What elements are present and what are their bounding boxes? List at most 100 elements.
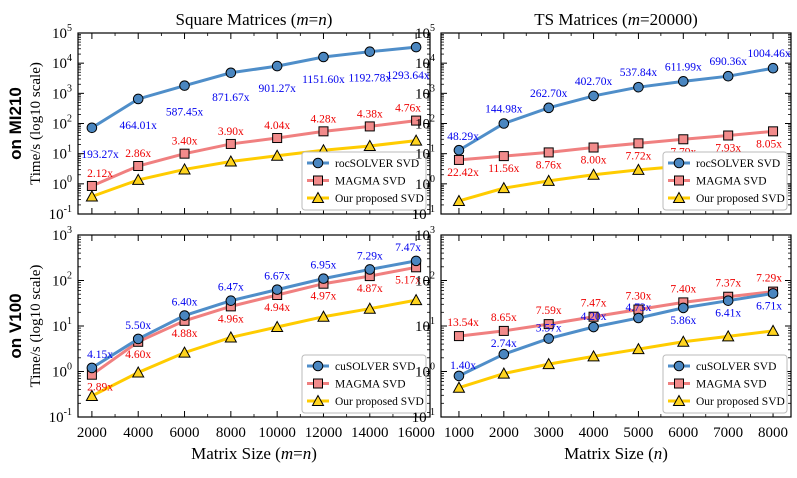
speedup-label: 5.50x: [125, 320, 151, 332]
speedup-label: 8.65x: [491, 312, 517, 324]
data-point: [497, 181, 511, 194]
legend-marker: [313, 175, 323, 186]
data-point: [179, 80, 190, 91]
legend-label: MAGMA SVD: [696, 176, 767, 188]
y-tick-exponent: 3: [430, 83, 435, 94]
y-tick-label: 102: [415, 114, 435, 133]
data-point: [676, 335, 690, 347]
x-tick-label: 6000: [170, 425, 200, 441]
y-tick-exponent: 4: [67, 53, 72, 64]
series-line: [458, 291, 774, 378]
speedup-label: 7.29x: [357, 250, 383, 262]
title-var: n: [654, 444, 663, 463]
y-tick-label: 102: [415, 271, 435, 290]
legend-label: rocSOLVER SVD: [335, 158, 419, 170]
speedup-label: 6.67x: [264, 271, 290, 283]
legend-marker: [312, 360, 324, 372]
series-line: [91, 265, 417, 376]
speedup-label: 4.97x: [311, 291, 337, 303]
x-tick-label: 5000: [623, 425, 653, 441]
series-line: [91, 298, 417, 398]
speedup-label: 4.76x: [395, 103, 421, 115]
data-point: [633, 312, 644, 324]
data-point: [86, 180, 97, 191]
title-text: Square Matrices (: [176, 10, 297, 29]
y-tick-label: 102: [52, 271, 72, 290]
data-point: [133, 161, 144, 172]
speedup-label: 4.87x: [357, 283, 383, 295]
speedup-label: 611.99x: [665, 61, 702, 73]
speedup-label: 402.70x: [575, 76, 613, 88]
data-point: [410, 41, 422, 53]
data-point: [588, 142, 599, 153]
data-point: [498, 348, 510, 360]
series-line: [458, 290, 774, 338]
y-tick-exponent: 0: [430, 174, 435, 185]
legend-box: [301, 151, 427, 211]
y-tick-exponent: 5: [67, 23, 72, 34]
speedup-label: 1004.46x: [747, 48, 790, 60]
legend-marker: [672, 394, 686, 406]
y-tick-label: 10-1: [412, 407, 435, 426]
series-line: [458, 329, 774, 390]
data-point: [453, 370, 465, 382]
legend: cuSOLVER SVD MAGMA SVD Our proposed SVD: [662, 354, 788, 414]
speedup-label: 48.29x: [447, 131, 479, 143]
y-tick-exponent: 2: [67, 114, 72, 125]
speedup-label: 8.76x: [536, 159, 562, 171]
title-text: TS Matrices (: [534, 10, 628, 29]
speedup-label: 1192.78x: [348, 73, 391, 85]
speedup-label: 6.41x: [715, 308, 741, 320]
data-point: [179, 148, 190, 159]
x-tick-label: 2000: [77, 425, 107, 441]
y-axis-title: Time/s (log10 scale): [28, 62, 44, 185]
row-title: on V100: [6, 293, 25, 358]
speedup-label: 4.96x: [218, 313, 244, 325]
data-point: [271, 284, 283, 295]
data-point: [588, 90, 599, 102]
title-text: ): [662, 444, 668, 463]
data-point: [723, 130, 734, 141]
speedup-label: 8.05x: [756, 138, 782, 150]
row-titles: on MI210 on V100: [6, 87, 25, 358]
y-tick-label: 103: [52, 83, 72, 102]
data-point: [131, 365, 145, 378]
y-tick-label: 101: [415, 144, 435, 163]
y-tick-exponent: 3: [67, 225, 72, 236]
speedup-label: 1151.60x: [302, 74, 345, 86]
data-point: [543, 333, 554, 344]
data-point: [225, 138, 236, 149]
data-point: [497, 367, 511, 379]
data-point: [766, 324, 780, 336]
data-point: [767, 288, 779, 299]
data-point: [131, 173, 145, 185]
y-tick-label: 100: [52, 174, 72, 193]
data-point: [363, 139, 377, 151]
data-point: [178, 346, 191, 358]
y-axis-labels: Time/s (log10 scale) Time/s (log10 scale): [28, 62, 44, 387]
series-line: [91, 119, 417, 188]
legend-label: MAGMA SVD: [335, 379, 406, 391]
speedup-label: 2.12x: [87, 168, 113, 180]
y-tick-exponent: 1: [67, 316, 72, 327]
speedup-label: 4.60x: [125, 349, 151, 361]
y-tick-exponent: -1: [427, 407, 435, 418]
chart-panels: 10-1100101102103104105193.27x464.01x587.…: [49, 23, 792, 441]
series-line: [91, 139, 417, 198]
data-point: [224, 154, 238, 167]
x-tick-label: 2000: [489, 425, 519, 441]
data-point: [632, 163, 645, 175]
data-point: [543, 319, 554, 330]
x-tick-label: 7000: [713, 425, 743, 441]
title-text: ): [311, 444, 317, 463]
column-title: Square Matrices (m=n): [176, 10, 333, 29]
x-tick-label: 8000: [216, 425, 246, 441]
legend-box: [662, 151, 788, 211]
legend: cuSOLVER SVD MAGMA SVD Our proposed SVD: [301, 354, 427, 414]
x-axis-title: Matrix Size (n): [564, 444, 668, 463]
legend-marker: [311, 394, 325, 406]
y-axis-title: Time/s (log10 scale): [28, 265, 44, 388]
speedup-label: 4.04x: [264, 120, 290, 132]
